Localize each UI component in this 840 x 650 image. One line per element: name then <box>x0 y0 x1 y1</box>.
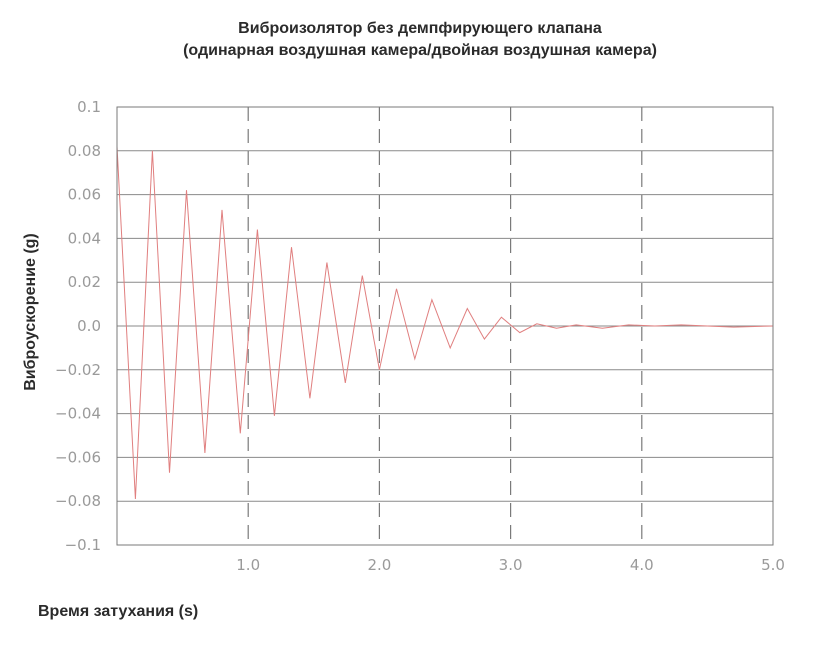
y-tick-label: −0.02 <box>55 361 101 379</box>
x-tick-label: 4.0 <box>630 556 654 574</box>
y-tick-label: −0.08 <box>55 492 101 510</box>
y-tick-label: −0.1 <box>65 536 101 554</box>
y-tick-label: 0.0 <box>77 317 101 335</box>
y-tick-label: 0.1 <box>77 98 101 116</box>
chart-subtitle: (одинарная воздушная камера/двойная возд… <box>183 42 657 59</box>
y-axis-ticks: 0.1 0.08 0.06 0.04 0.02 0.0 −0.02 −0.04 −0.06 −0.… <box>55 98 101 554</box>
y-tick-label: 0.02 <box>68 273 101 291</box>
plot-frame <box>116 106 774 546</box>
y-tick-label: 0.06 <box>68 186 101 204</box>
x-tick-label: 5.0 <box>761 556 785 574</box>
x-axis-label: Время затухания (s) <box>38 603 199 620</box>
grid-lines <box>117 106 773 546</box>
chart-title: Виброизолятор без демпфирующего клапана <box>238 20 602 37</box>
x-axis-ticks: 1.0 2.0 3.0 4.0 5.0 <box>236 556 785 574</box>
y-tick-label: −0.06 <box>55 448 101 466</box>
data-line <box>116 146 774 500</box>
x-tick-label: 3.0 <box>499 556 523 574</box>
y-tick-label: 0.04 <box>68 229 101 247</box>
x-tick-label: 2.0 <box>367 556 391 574</box>
y-tick-label: −0.04 <box>55 405 101 423</box>
x-tick-label: 1.0 <box>236 556 260 574</box>
y-tick-label: 0.08 <box>68 142 101 160</box>
